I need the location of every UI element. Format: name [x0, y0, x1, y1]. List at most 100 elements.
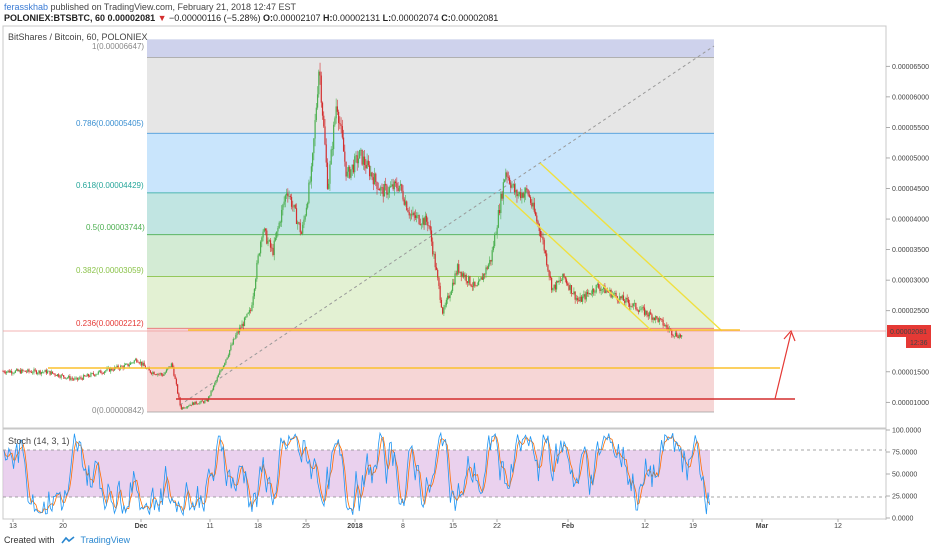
candle-body	[210, 390, 212, 396]
time-tick-label: 8	[401, 523, 405, 530]
candle-body	[340, 124, 342, 127]
candle-body	[402, 190, 404, 200]
candle-body	[496, 227, 498, 235]
candle-body	[328, 183, 330, 189]
candle-body	[222, 365, 225, 369]
fib-band-3	[147, 234, 714, 277]
candle-body	[91, 373, 93, 374]
time-axis[interactable]: 13 20 Dec 11 18 25 2018 8 15 22 Feb 12 19 Mar 12	[9, 519, 842, 530]
candle-body	[554, 284, 556, 290]
candle-body	[84, 375, 86, 377]
candle-body	[110, 368, 112, 372]
candle-body	[542, 236, 544, 240]
stoch-k-line	[3, 431, 710, 517]
candle-body	[18, 370, 20, 372]
candle-body	[425, 215, 428, 222]
candle-body	[56, 374, 59, 377]
candle-body	[568, 285, 570, 290]
candle-body	[34, 369, 36, 371]
candle-body	[668, 328, 670, 330]
candle-body	[503, 179, 506, 183]
candle-body	[614, 292, 616, 294]
candle-body	[33, 369, 35, 373]
candle-body	[269, 240, 272, 248]
candle-body	[170, 363, 173, 368]
candle-body	[263, 228, 265, 232]
candle-body	[383, 184, 386, 197]
candle-body	[101, 373, 103, 374]
candle-body	[666, 325, 668, 328]
fib-labels: 1(0.00006647) 0.786(0.00005405) 0.618(0.…	[76, 42, 145, 415]
candle-body	[131, 362, 133, 364]
candle-body	[51, 371, 54, 374]
candle-body	[428, 225, 430, 227]
forecast-arrow[interactable]	[774, 329, 796, 400]
candle-body	[601, 289, 604, 290]
candle-body	[141, 361, 143, 366]
candle-body	[351, 164, 353, 170]
candle-body	[500, 193, 502, 214]
candle-body	[413, 212, 415, 216]
candle-body	[657, 317, 659, 322]
author-link[interactable]: ferasskhab	[4, 2, 49, 12]
candle-body	[7, 370, 9, 372]
price-tick-label: 0.00001500	[892, 369, 929, 376]
candle-body	[283, 201, 285, 205]
candle-body	[313, 138, 315, 154]
countdown-badge: 12:36	[910, 340, 928, 347]
candle-body	[414, 215, 417, 218]
candle-body	[658, 318, 660, 322]
fib-trend-line[interactable]	[179, 45, 715, 406]
candle-body	[255, 279, 257, 289]
candle-body	[484, 273, 486, 275]
candle-body	[647, 314, 649, 317]
candle-body	[32, 372, 34, 374]
candle-body	[463, 273, 465, 278]
price-channel[interactable]	[48, 162, 795, 400]
candle-body	[232, 339, 234, 345]
candle-body	[626, 297, 628, 300]
candle-body	[211, 389, 213, 391]
candle-body	[22, 369, 24, 371]
candle-body	[282, 204, 284, 210]
candle-body	[667, 327, 669, 330]
candle-body	[118, 368, 121, 370]
candle-body	[162, 374, 164, 376]
tradingview-link[interactable]: TradingView	[80, 535, 131, 545]
candle-body	[548, 270, 550, 276]
footer: Created with TradingView	[4, 535, 130, 545]
candle-body	[180, 405, 182, 410]
candle-body	[127, 363, 129, 367]
candle-body	[106, 368, 108, 371]
candle-body	[214, 382, 216, 386]
candle-body	[573, 291, 575, 294]
candle-body	[319, 71, 321, 76]
candle-body	[534, 211, 537, 216]
candle-body	[482, 273, 485, 280]
candle-body	[70, 378, 72, 380]
candle-body	[206, 399, 208, 402]
candle-body	[287, 193, 289, 197]
candle-body	[53, 373, 55, 375]
candle-body	[11, 371, 13, 374]
candle-body	[560, 280, 563, 282]
candle-body	[497, 209, 499, 228]
fib-label-05: 0.5(0.00003744)	[86, 223, 145, 232]
candle-body	[297, 222, 299, 225]
candle-body	[95, 374, 97, 376]
candle-body	[440, 299, 443, 308]
candle-body	[481, 277, 483, 280]
price-axis[interactable]: 0.00006500 0.00006000 0.00005500 0.00005000…	[886, 64, 929, 407]
candle-body	[286, 193, 288, 196]
stoch-axis: 100.0000 75.0000 50.0000 25.0000 0.0000	[886, 428, 921, 523]
candle-body	[619, 296, 621, 302]
candle-body	[336, 106, 338, 112]
candle-body	[163, 374, 165, 376]
price-tick-label: 0.00004000	[892, 217, 929, 224]
candle-body	[28, 369, 30, 372]
candle-body	[17, 369, 19, 372]
candle-body	[368, 165, 371, 177]
candle-body	[411, 214, 413, 216]
candle-body	[615, 292, 617, 297]
